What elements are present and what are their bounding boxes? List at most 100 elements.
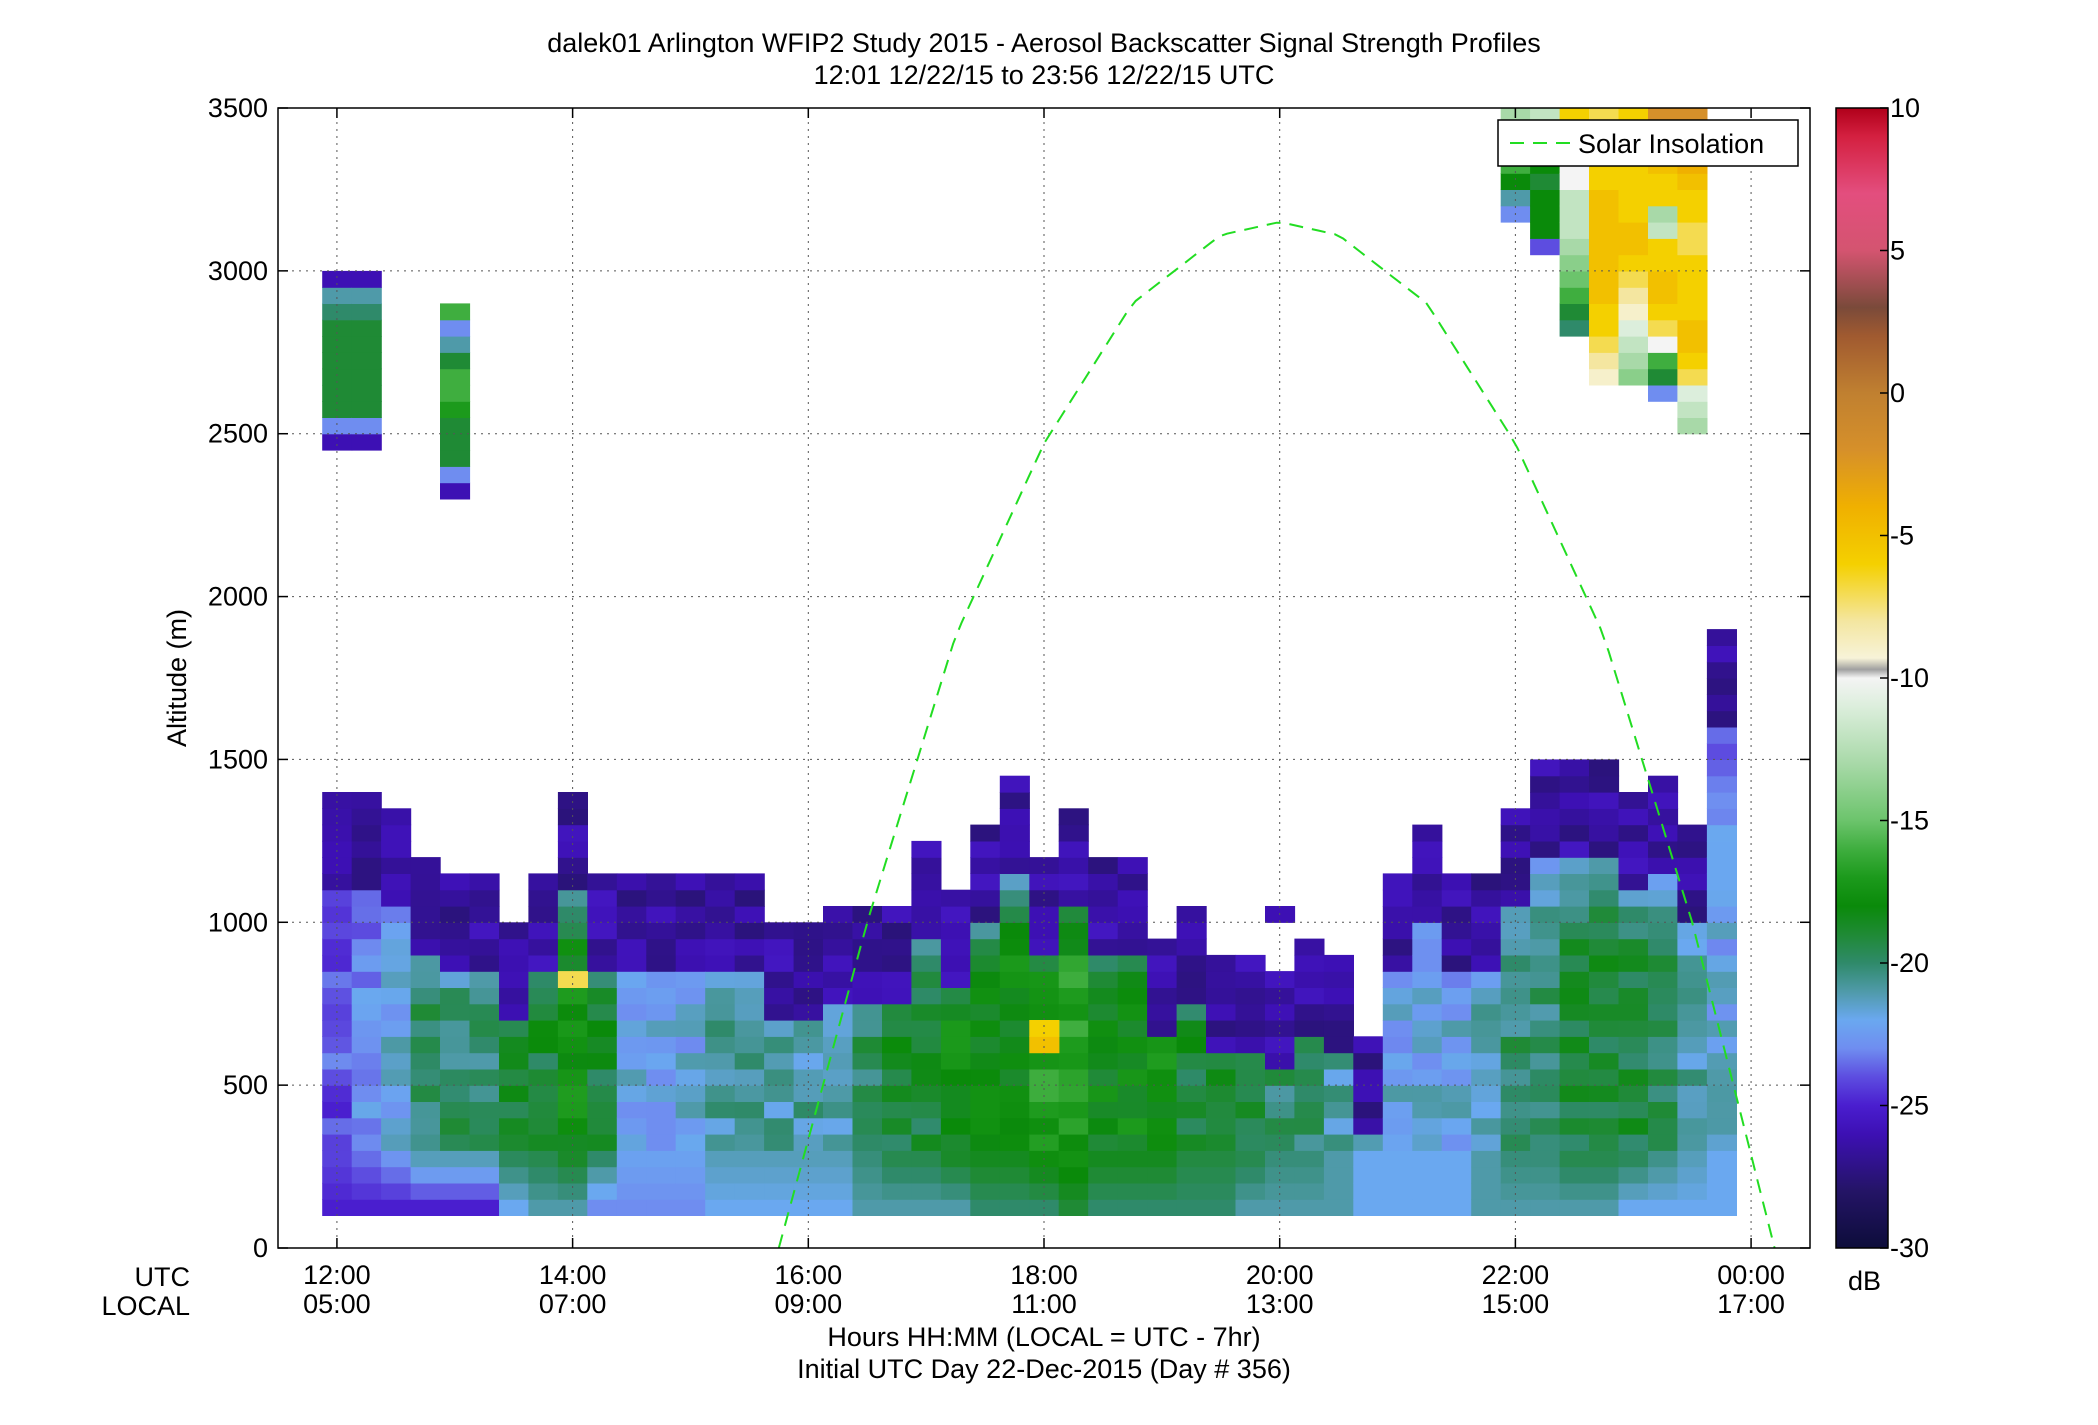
heatmap-cell: [1530, 1003, 1561, 1021]
heatmap-cell: [1058, 857, 1089, 874]
heatmap-cell: [852, 1101, 883, 1119]
heatmap-cell: [764, 1101, 795, 1119]
heatmap-cell: [1677, 254, 1708, 272]
heatmap-cell: [1589, 1150, 1620, 1168]
heatmap-cell: [1618, 857, 1649, 874]
heatmap-cell: [1589, 759, 1620, 777]
heatmap-cell: [999, 808, 1030, 826]
heatmap-cell: [940, 1036, 971, 1054]
heatmap-cell: [1265, 1117, 1296, 1135]
heatmap-cell: [1500, 1068, 1531, 1086]
heatmap-cell: [1706, 678, 1737, 695]
heatmap-cell: [1471, 1101, 1502, 1119]
heatmap-cell: [1589, 792, 1620, 809]
heatmap-cell: [705, 1020, 736, 1037]
heatmap-cell: [587, 1036, 618, 1054]
heatmap-cell: [1058, 873, 1089, 891]
heatmap-cell: [499, 1182, 530, 1200]
heatmap-cell: [1618, 840, 1649, 858]
chart-title: dalek01 Arlington WFIP2 Study 2015 - Aer…: [547, 28, 1541, 58]
heatmap-cell: [322, 1134, 353, 1151]
heatmap-cell: [1648, 1134, 1679, 1151]
heatmap-cell: [351, 1199, 382, 1216]
heatmap-cell: [1706, 694, 1737, 712]
heatmap-cell: [1029, 1134, 1060, 1151]
heatmap-cell: [852, 1199, 883, 1216]
heatmap-cell: [587, 938, 618, 956]
heatmap-cell: [1147, 987, 1178, 1005]
heatmap-cell: [1618, 987, 1649, 1005]
heatmap-cell: [469, 938, 500, 956]
heatmap-cell: [1117, 857, 1148, 874]
heatmap-cell: [1618, 1166, 1649, 1184]
heatmap-cell: [999, 1166, 1030, 1184]
heatmap-cell: [1353, 1199, 1384, 1216]
heatmap-cell: [1382, 1003, 1413, 1021]
heatmap-cell: [1206, 1101, 1237, 1119]
heatmap-cell: [1500, 889, 1531, 907]
heatmap-cell: [1294, 1166, 1325, 1184]
heatmap-cell: [381, 1101, 412, 1119]
heatmap-cell: [1382, 922, 1413, 940]
heatmap-cell: [1559, 319, 1590, 337]
heatmap-cell: [1500, 987, 1531, 1005]
heatmap-cell: [793, 1182, 824, 1200]
heatmap-cell: [1706, 759, 1737, 777]
heatmap-cell: [1706, 775, 1737, 793]
heatmap-cell: [1530, 857, 1561, 874]
heatmap-cell: [1677, 987, 1708, 1005]
heatmap-cell: [1058, 1117, 1089, 1135]
heatmap-cell: [1618, 808, 1649, 826]
heatmap-cell: [764, 1036, 795, 1054]
heatmap-cell: [616, 1134, 647, 1151]
heatmap-cell: [499, 1085, 530, 1102]
heatmap-cell: [1559, 938, 1590, 956]
heatmap-cell: [499, 954, 530, 972]
heatmap-cell: [1441, 1003, 1472, 1021]
heatmap-cell: [1206, 1003, 1237, 1021]
heatmap-cell: [1117, 1117, 1148, 1135]
heatmap-cell: [381, 1134, 412, 1151]
heatmap-cell: [322, 1117, 353, 1135]
heatmap-cell: [1471, 922, 1502, 940]
heatmap-cell: [1618, 906, 1649, 923]
heatmap-cell: [734, 1085, 765, 1102]
heatmap-cell: [999, 857, 1030, 874]
heatmap-cell: [1500, 1166, 1531, 1184]
heatmap-cell: [1471, 873, 1502, 891]
heatmap-cell: [1235, 954, 1266, 972]
heatmap-cell: [1117, 938, 1148, 956]
heatmap-cell: [970, 906, 1001, 923]
heatmap-cell: [440, 401, 471, 418]
heatmap-cell: [440, 1052, 471, 1070]
heatmap-cell: [1559, 889, 1590, 907]
heatmap-cell: [1648, 938, 1679, 956]
heatmap-cell: [1088, 922, 1119, 940]
heatmap-cell: [1618, 352, 1649, 370]
heatmap-cell: [1648, 792, 1679, 809]
heatmap-cell: [1176, 1003, 1207, 1021]
heatmap-cell: [616, 1003, 647, 1021]
heatmap-cell: [823, 1117, 854, 1135]
heatmap-cell: [646, 922, 677, 940]
heatmap-cell: [1382, 1052, 1413, 1070]
heatmap-cell: [823, 1003, 854, 1021]
heatmap-cell: [734, 906, 765, 923]
heatmap-cell: [440, 1199, 471, 1216]
heatmap-cell: [970, 873, 1001, 891]
heatmap-cell: [322, 987, 353, 1005]
heatmap-cells: [322, 108, 1737, 1216]
heatmap-cell: [1589, 205, 1620, 223]
heatmap-cell: [616, 1020, 647, 1037]
heatmap-cell: [646, 1101, 677, 1119]
y-tick-label: 0: [253, 1233, 268, 1263]
heatmap-cell: [440, 466, 471, 484]
heatmap-cell: [440, 971, 471, 988]
heatmap-cell: [1382, 938, 1413, 956]
heatmap-cell: [1441, 1199, 1472, 1216]
heatmap-cell: [1648, 1182, 1679, 1200]
heatmap-cell: [587, 1117, 618, 1135]
heatmap-cell: [970, 1101, 1001, 1119]
heatmap-cell: [1265, 1182, 1296, 1200]
heatmap-cell: [734, 1020, 765, 1037]
